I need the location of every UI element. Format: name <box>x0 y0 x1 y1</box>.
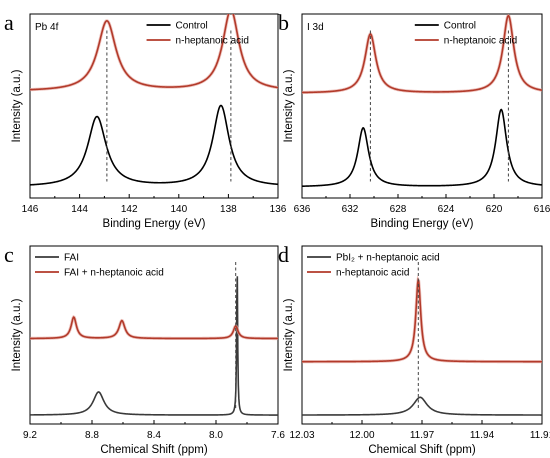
series-line <box>302 14 542 94</box>
panel-letter: d <box>278 242 289 267</box>
y-axis-label: Intensity (a.u.) <box>283 69 295 142</box>
corner-label: Pb 4f <box>35 22 59 33</box>
legend-label: FAI + n-heptanoic acid <box>64 268 164 279</box>
x-tick-label: 11.94 <box>470 430 495 441</box>
x-axis-label: Binding Energy (eV) <box>371 218 474 230</box>
x-axis-label: Chemical Shift (ppm) <box>368 444 476 456</box>
x-tick-label: 146 <box>22 204 39 215</box>
legend-label: FAI <box>64 253 79 264</box>
y-axis-label: Intensity (a.u.) <box>11 298 23 371</box>
legend-label: n-heptanoic acid <box>336 268 409 279</box>
y-axis-label: Intensity (a.u.) <box>11 69 23 142</box>
panel-letter: c <box>4 242 14 267</box>
series-line <box>302 277 542 363</box>
x-tick-label: 12.03 <box>289 430 314 441</box>
panel-letter: b <box>278 10 289 35</box>
series-line <box>302 108 542 187</box>
x-tick-label: 8.0 <box>209 430 223 441</box>
series-line <box>30 316 278 340</box>
x-tick-label: 138 <box>220 204 237 215</box>
panel-d: d 12.03 12.00 11.97 11.94 11.91 Chemical Shift… <box>278 242 550 456</box>
panel-letter: a <box>4 10 14 35</box>
x-tick-label: 628 <box>390 204 407 215</box>
legend-label: Control <box>444 21 476 32</box>
corner-label: I 3d <box>307 22 324 33</box>
series-line <box>30 104 278 186</box>
x-tick-label: 624 <box>438 204 455 215</box>
x-tick-label: 8.4 <box>147 430 161 441</box>
x-axis-label: Binding Energy (eV) <box>103 218 206 230</box>
panel-c: c 9.2 8.8 8.4 8.0 7.6 Chemical Shift (ppm) Inte… <box>4 242 285 456</box>
x-tick-label: 8.8 <box>85 430 99 441</box>
x-tick-label: 636 <box>294 204 311 215</box>
x-tick-label: 142 <box>121 204 138 215</box>
panel-b: b I 3d 636 632 628 624 620 616 Binding Energy (e… <box>278 10 550 230</box>
legend-label: Control <box>176 21 208 32</box>
y-axis-label: Intensity (a.u.) <box>283 298 295 371</box>
x-tick-label: 632 <box>342 204 359 215</box>
legend-label: n-heptanoic acid <box>444 36 517 47</box>
series-line <box>302 396 542 416</box>
x-tick-label: 11.91 <box>530 430 550 441</box>
x-tick-label: 12.00 <box>349 430 374 441</box>
x-axis-label: Chemical Shift (ppm) <box>100 444 208 456</box>
x-tick-label: 620 <box>486 204 503 215</box>
panel-a: a Pb 4f 146 144 142 140 138 136 Binding Energy (… <box>4 10 287 230</box>
x-tick-label: 136 <box>270 204 287 215</box>
x-tick-label: 616 <box>534 204 550 215</box>
legend-label: n-heptanoic acid <box>176 36 249 47</box>
x-tick-label: 11.97 <box>410 430 435 441</box>
legend-label: PbI₂ + n-heptanoic acid <box>336 253 440 264</box>
series-line <box>30 14 278 91</box>
x-tick-label: 7.6 <box>271 430 285 441</box>
x-tick-label: 9.2 <box>23 430 37 441</box>
x-tick-label: 140 <box>170 204 187 215</box>
x-tick-label: 144 <box>71 204 88 215</box>
series-line <box>30 276 278 416</box>
